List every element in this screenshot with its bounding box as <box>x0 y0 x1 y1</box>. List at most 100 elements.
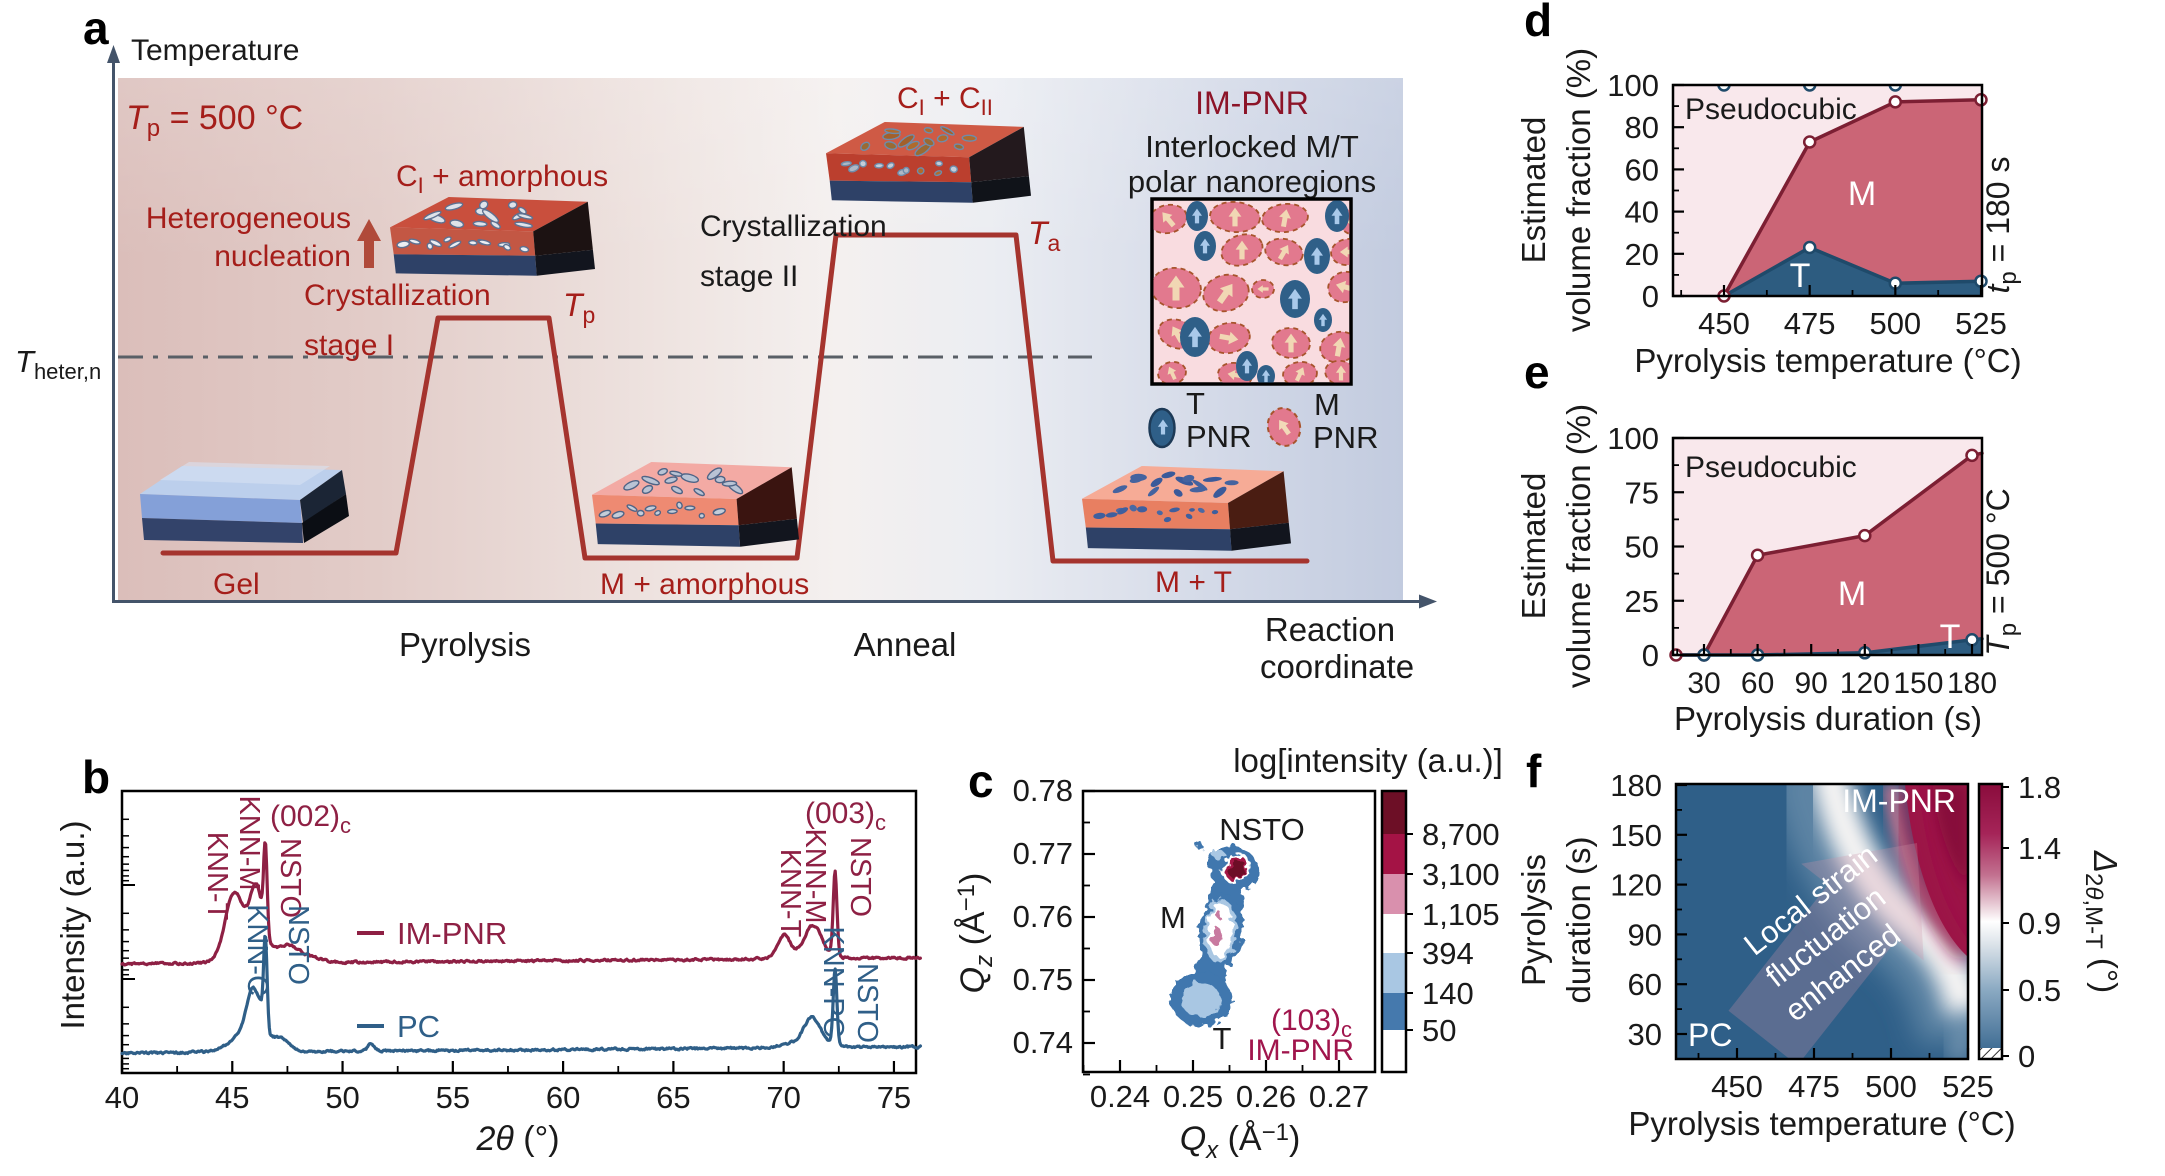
svg-text:180: 180 <box>1610 768 1662 803</box>
svg-text:60: 60 <box>1741 667 1774 700</box>
svg-text:70: 70 <box>766 1080 800 1115</box>
svg-text:IM-PNR: IM-PNR <box>1842 783 1956 819</box>
svg-text:0.26: 0.26 <box>1236 1079 1296 1114</box>
svg-text:NSTO: NSTO <box>844 837 876 917</box>
svg-text:M + amorphous: M + amorphous <box>600 568 809 601</box>
svg-text:525: 525 <box>1942 1069 1994 1104</box>
svg-text:475: 475 <box>1788 1069 1840 1104</box>
svg-text:0.74: 0.74 <box>1013 1025 1073 1060</box>
svg-text:NSTO: NSTO <box>1219 812 1305 847</box>
svg-text:KNN-T: KNN-T <box>201 832 233 921</box>
svg-text:PNR: PNR <box>1186 419 1251 454</box>
svg-text:20: 20 <box>1625 237 1659 272</box>
svg-text:75: 75 <box>1625 475 1659 510</box>
svg-text:0.5: 0.5 <box>2018 973 2061 1008</box>
svg-text:0: 0 <box>2018 1039 2035 1074</box>
svg-text:Pyrolysis temperature (°C): Pyrolysis temperature (°C) <box>1634 342 2021 379</box>
svg-text:volume fraction (%): volume fraction (%) <box>1560 48 1597 332</box>
svg-text:0.24: 0.24 <box>1090 1079 1150 1114</box>
svg-text:NSTO: NSTO <box>274 838 306 918</box>
svg-text:M: M <box>1838 575 1866 613</box>
svg-text:M: M <box>1314 387 1340 422</box>
svg-text:PC: PC <box>397 1009 440 1044</box>
svg-text:c: c <box>968 755 994 807</box>
svg-text:b: b <box>82 751 110 803</box>
svg-text:Crystallization: Crystallization <box>304 279 491 312</box>
svg-text:90: 90 <box>1795 667 1828 700</box>
svg-text:Tp = 500 °C: Tp = 500 °C <box>1980 488 2022 656</box>
svg-text:1.4: 1.4 <box>2018 831 2061 866</box>
svg-text:100: 100 <box>1607 68 1659 103</box>
svg-text:Qx (Å−1): Qx (Å−1) <box>1180 1119 1301 1164</box>
svg-text:Temperature: Temperature <box>131 34 299 67</box>
svg-text:Estimated: Estimated <box>1515 473 1552 620</box>
svg-text:T: T <box>1940 618 1961 656</box>
svg-text:50: 50 <box>325 1080 359 1115</box>
svg-text:8,700: 8,700 <box>1422 817 1500 852</box>
svg-text:120: 120 <box>1610 868 1662 903</box>
svg-text:d: d <box>1524 0 1552 46</box>
svg-text:M + T: M + T <box>1155 566 1232 599</box>
svg-text:CI + amorphous: CI + amorphous <box>396 160 608 198</box>
svg-text:450: 450 <box>1698 306 1750 341</box>
svg-text:30: 30 <box>1687 667 1720 700</box>
svg-text:(003)c: (003)c <box>805 797 886 835</box>
svg-text:0.27: 0.27 <box>1309 1079 1369 1114</box>
svg-text:30: 30 <box>1628 1017 1662 1052</box>
svg-text:75: 75 <box>877 1080 911 1115</box>
svg-text:Pseudocubic: Pseudocubic <box>1685 451 1857 484</box>
svg-text:0: 0 <box>1642 638 1659 673</box>
svg-text:CI + CII: CI + CII <box>897 82 993 120</box>
svg-text:25: 25 <box>1625 584 1659 619</box>
svg-text:60: 60 <box>1628 967 1662 1002</box>
svg-text:stage I: stage I <box>304 329 394 362</box>
svg-text:500: 500 <box>1869 306 1921 341</box>
svg-text:KNN-M: KNN-M <box>799 828 831 923</box>
svg-text:394: 394 <box>1422 936 1474 971</box>
svg-text:475: 475 <box>1784 306 1836 341</box>
svg-text:45: 45 <box>215 1080 249 1115</box>
svg-text:NSTO: NSTO <box>851 963 883 1043</box>
svg-text:T: T <box>1186 386 1205 421</box>
svg-text:Tp = 500 °C: Tp = 500 °C <box>126 99 303 142</box>
svg-text:Pyrolysis temperature (°C): Pyrolysis temperature (°C) <box>1628 1105 2015 1142</box>
svg-text:1.8: 1.8 <box>2018 770 2061 805</box>
svg-text:Pyrolysis: Pyrolysis <box>399 626 531 663</box>
svg-text:100: 100 <box>1607 421 1659 456</box>
svg-text:0.75: 0.75 <box>1013 962 1073 997</box>
svg-text:Pseudocubic: Pseudocubic <box>1685 93 1857 126</box>
svg-text:0.9: 0.9 <box>2018 906 2061 941</box>
svg-text:3,100: 3,100 <box>1422 857 1500 892</box>
svg-text:T: T <box>1790 257 1811 295</box>
svg-text:Pyrolysis: Pyrolysis <box>1515 854 1552 986</box>
svg-text:450: 450 <box>1711 1069 1763 1104</box>
svg-text:2θ (°): 2θ (°) <box>475 1120 559 1158</box>
svg-text:Qz (Å−1): Qz (Å−1) <box>953 873 998 994</box>
svg-text:50: 50 <box>1625 530 1659 565</box>
svg-text:90: 90 <box>1628 917 1662 952</box>
svg-text:0.76: 0.76 <box>1013 899 1073 934</box>
svg-text:1,105: 1,105 <box>1422 897 1500 932</box>
svg-text:Theter,n: Theter,n <box>15 344 101 384</box>
svg-text:PNR: PNR <box>1313 420 1378 455</box>
svg-text:120: 120 <box>1840 667 1890 700</box>
svg-text:KNN-M: KNN-M <box>233 795 265 890</box>
svg-text:180: 180 <box>1947 667 1997 700</box>
svg-text:(002)c: (002)c <box>270 800 351 838</box>
svg-text:0.77: 0.77 <box>1013 836 1073 871</box>
svg-text:log[intensity (a.u.)]: log[intensity (a.u.)] <box>1233 742 1503 779</box>
svg-text:60: 60 <box>546 1080 580 1115</box>
svg-text:0: 0 <box>1642 279 1659 314</box>
svg-text:60: 60 <box>1625 152 1659 187</box>
svg-text:Estimated: Estimated <box>1515 117 1552 264</box>
svg-text:Gel: Gel <box>213 568 260 601</box>
svg-text:M: M <box>1160 900 1186 935</box>
svg-text:stage II: stage II <box>700 260 798 293</box>
svg-text:(103)c: (103)c <box>1271 1004 1352 1042</box>
svg-text:40: 40 <box>1625 195 1659 230</box>
svg-text:140: 140 <box>1422 976 1474 1011</box>
svg-text:KNN-C: KNN-C <box>241 904 273 996</box>
svg-text:e: e <box>1524 346 1550 398</box>
svg-text:150: 150 <box>1610 818 1662 853</box>
svg-text:Ta: Ta <box>1028 215 1061 256</box>
